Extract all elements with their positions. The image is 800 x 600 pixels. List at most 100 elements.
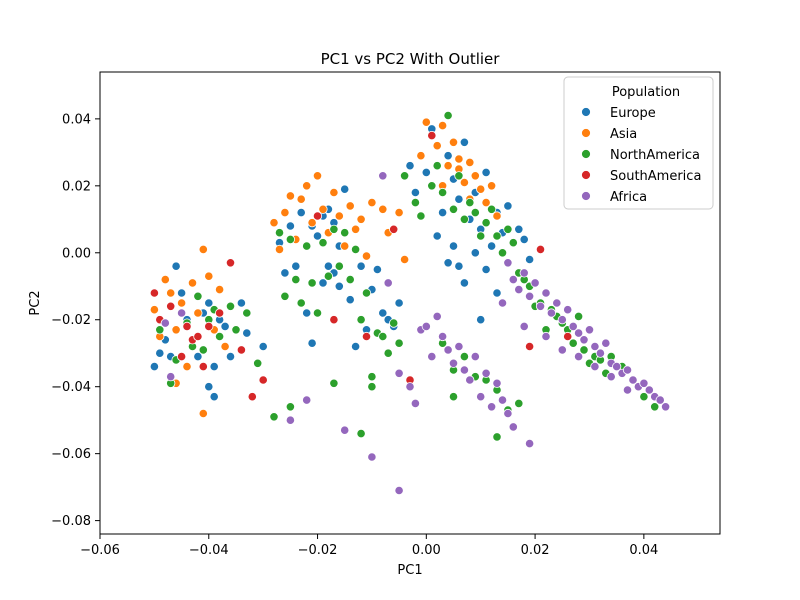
data-point-europe-73 [459,278,469,288]
data-point-northamerica-36 [383,348,393,358]
data-point-northamerica-27 [334,261,344,271]
data-point-europe-48 [405,161,415,171]
data-point-europe-1 [155,348,165,358]
data-point-northamerica-49 [448,204,459,214]
legend-label-northamerica: NorthAmerica [610,148,700,163]
data-point-europe-54 [437,208,448,218]
data-point-asia-45 [448,137,459,147]
data-point-europe-11 [209,361,219,372]
data-point-europe-77 [448,241,459,251]
data-point-northamerica-47 [437,187,448,198]
data-point-northamerica-84 [459,351,469,362]
data-point-africa-27 [492,378,502,388]
data-point-southamerica-16 [361,331,372,342]
data-point-europe-35 [356,261,366,271]
data-point-asia-50 [476,184,486,194]
data-point-southamerica-2 [166,301,176,311]
data-point-northamerica-71 [568,338,578,348]
data-point-asia-6 [182,361,192,372]
data-point-northamerica-11 [231,325,241,335]
data-point-africa-44 [568,321,578,331]
data-point-asia-47 [459,177,469,188]
data-point-southamerica-10 [225,258,236,268]
data-point-africa-18 [443,345,453,355]
x-tick-label: 0.00 [412,543,441,558]
data-point-europe-53 [432,231,442,241]
data-point-europe-14 [225,351,236,362]
data-point-northamerica-41 [367,382,377,392]
data-point-northamerica-5 [193,291,203,301]
data-point-southamerica-22 [563,331,573,342]
data-point-europe-49 [410,187,420,198]
data-point-europe-63 [486,241,497,251]
data-point-africa-6 [367,452,377,462]
data-point-northamerica-39 [329,378,339,388]
data-point-asia-43 [437,121,448,131]
data-point-europe-10 [204,298,214,308]
x-tick-label: −0.06 [80,543,120,558]
data-point-northamerica-55 [481,218,491,228]
data-point-southamerica-4 [182,321,192,331]
data-point-asia-10 [204,271,214,281]
data-point-africa-69 [622,385,633,395]
data-point-northamerica-26 [329,224,339,234]
data-point-africa-50 [601,338,611,348]
data-point-northamerica-17 [280,291,290,301]
data-point-northamerica-35 [378,331,388,342]
data-point-africa-61 [660,402,671,412]
data-point-northamerica-14 [269,412,279,422]
data-point-europe-57 [454,194,464,204]
data-point-asia-51 [481,198,491,208]
legend-box [563,76,714,210]
data-point-africa-67 [590,361,600,372]
data-point-europe-26 [307,338,317,348]
scatter-points-layer [149,110,671,496]
data-point-europe-46 [334,281,344,291]
y-tick-label: −0.08 [51,514,91,529]
data-point-asia-14 [198,408,208,419]
data-point-southamerica-9 [215,308,225,318]
x-axis-label: PC1 [397,563,422,578]
data-point-asia-38 [399,254,410,265]
data-point-africa-14 [421,321,431,331]
data-point-northamerica-54 [476,231,486,241]
data-point-northamerica-22 [307,278,317,288]
y-tick-label: −0.02 [51,313,91,328]
data-point-africa-11 [405,382,415,392]
data-point-africa-34 [514,284,524,295]
data-point-europe-22 [285,221,295,231]
legend-marker-southamerica [581,170,591,180]
data-point-northamerica-90 [492,432,502,442]
data-point-northamerica-91 [448,392,459,402]
data-point-asia-32 [356,214,366,224]
data-point-europe-8 [193,351,203,362]
data-point-europe-39 [378,308,388,318]
data-point-africa-42 [557,315,567,325]
data-point-africa-62 [497,298,508,308]
data-point-europe-18 [242,328,252,338]
x-tick-label: 0.04 [629,543,658,558]
data-point-asia-5 [177,298,187,308]
data-point-europe-34 [350,341,361,352]
data-point-europe-76 [476,315,486,325]
data-point-northamerica-28 [340,228,350,238]
data-point-asia-2 [160,274,170,285]
data-point-asia-0 [149,305,159,315]
legend-label-asia: Asia [610,127,637,142]
data-point-asia-39 [416,151,426,161]
data-point-northamerica-13 [253,358,263,368]
data-point-asia-16 [269,218,279,228]
data-point-africa-25 [481,368,491,378]
data-point-northamerica-73 [579,345,589,355]
data-point-northamerica-30 [350,244,361,254]
data-point-africa-17 [437,331,448,342]
data-point-asia-56 [465,157,475,167]
data-point-northamerica-25 [323,271,333,281]
data-point-northamerica-57 [492,231,502,241]
data-point-asia-37 [394,208,404,218]
data-point-northamerica-23 [312,308,323,318]
data-point-africa-7 [394,485,404,496]
data-point-southamerica-15 [329,315,339,325]
data-point-northamerica-10 [225,301,236,311]
data-point-europe-38 [372,264,382,275]
